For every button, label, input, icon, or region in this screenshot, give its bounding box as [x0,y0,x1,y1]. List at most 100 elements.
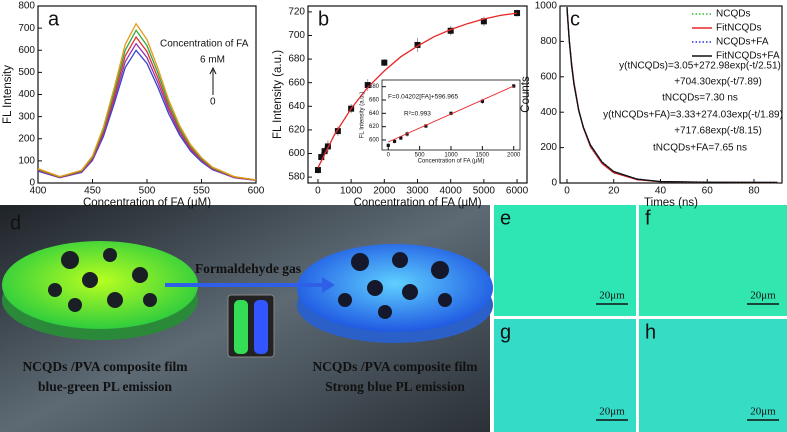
y-tick-label: 700 [288,30,305,41]
y-tick-label: 1000 [535,1,558,12]
y-tick-label: 640 [369,111,380,117]
y-tick-label: 800 [18,1,35,12]
legend-label: NCQDs+FA [716,37,769,48]
annotation: +717.68exp(-t/8.15) [674,126,762,137]
holes [338,252,452,319]
panel-label: c [570,8,580,30]
illustration-panel: d Formaldehyde gas NCQDs /PVA composite … [0,205,493,432]
y-tick-label: 200 [540,142,557,153]
annotation: tNCQDs=7.30 ns [662,93,738,104]
data-point [480,18,487,25]
series-line [37,22,257,181]
scale-bar-label: 20μm [599,406,625,418]
data-point [399,136,403,140]
y-tick-label: 100 [18,156,35,167]
vial [254,300,268,354]
data-point [414,41,421,48]
x-tick-label: 1000 [444,152,458,158]
y-tick-label: 660 [288,77,305,88]
y-tick-label: 700 [18,23,35,34]
x-tick-label: 1500 [476,152,490,158]
y-axis-label: Counts [520,76,532,113]
y-tick-label: 620 [369,124,380,130]
data-point [447,27,454,34]
x-tick-label: 3000 [406,186,429,197]
scale-bar-label: 20μm [599,290,625,302]
y-tick-label: 580 [288,172,305,183]
x-axis-label: Times (ns) [644,197,698,209]
data-point [480,99,484,103]
data-point [386,143,390,147]
annotation: Concentration of FA [160,39,249,50]
caption: blue-green PL emission [38,379,172,394]
data-point [514,10,521,17]
x-tick-label: 450 [84,186,101,197]
plot-frame [37,5,257,184]
y-tick-label: 600 [369,138,380,144]
legend-label: FitNCQDs [716,23,762,34]
x-tick-label: 5000 [473,186,496,197]
x-tick-label: 60 [702,186,714,197]
x-tick-label: 20 [608,186,620,197]
data-point [424,124,428,128]
y-tick-label: 680 [369,84,380,90]
y-tick-label: 300 [18,111,35,122]
y-axis-label: FL Intensity [2,65,14,124]
series-line [566,6,778,184]
panel-label: a [48,8,60,30]
caption: NCQDs /PVA composite film [312,359,478,374]
y-tick-label: 800 [540,36,557,47]
x-tick-label: 0 [387,152,391,158]
series-line [317,12,518,168]
x-tick-label: 0 [315,186,321,197]
y-tick-label: 400 [540,107,557,118]
annotation: +704.30exp(-t/7.89) [674,77,762,88]
scale-bar-label: 20μm [750,406,776,418]
y-tick-label: 660 [369,98,380,104]
annotation: 0 [210,97,216,108]
legend-label: FitNCQDs+FA [716,51,780,62]
x-tick-label: 80 [748,186,760,197]
arrow-label: Formaldehyde gas [195,261,301,276]
y-tick-label: 0 [29,178,35,189]
annotation: y(tNCQDs)=3.05+272.98exp(-t/2.51) [619,61,781,72]
y-axis-label: FL Intensity (a.u.) [272,50,284,139]
panel-label: d [10,212,21,234]
y-tick-label: 200 [18,133,35,144]
x-tick-label: 400 [30,186,47,197]
green-disc [2,241,198,329]
y-axis-label: FL Intensity (a.u.) [360,92,366,138]
x-axis-label: Concentration of FA (μM) [353,197,481,209]
x-tick-label: 0 [564,186,570,197]
panel-label: e [500,207,511,229]
y-tick-label: 640 [288,101,305,112]
data-point [449,111,453,115]
micrograph [494,319,636,432]
panel-label: f [645,207,651,229]
y-tick-label: 600 [288,148,305,159]
legend-label: NCQDs [716,9,750,20]
x-tick-label: 550 [193,186,210,197]
micrograph [494,205,636,316]
panel-label: h [645,321,656,343]
y-tick-label: 600 [540,71,557,82]
x-tick-label: 500 [139,186,156,197]
scale-bar-label: 20μm [750,290,776,302]
data-point [334,128,341,135]
holes [48,248,157,312]
x-tick-label: 4000 [440,186,463,197]
x-tick-label: 500 [415,152,426,158]
panel-label: g [500,321,511,343]
y-tick-label: 500 [18,67,35,78]
data-point [364,82,371,89]
y-tick-label: 0 [551,178,557,189]
arrow [165,277,335,293]
x-axis-label: Concentration of FA (μM) [83,197,211,209]
data-point [381,59,388,66]
data-point [392,139,397,143]
vial [234,300,248,354]
y-tick-label: 600 [18,45,35,56]
charts: 400 450 500 550 6000100200300400500600700800… [2,1,783,209]
y-tick-label: 400 [18,89,35,100]
